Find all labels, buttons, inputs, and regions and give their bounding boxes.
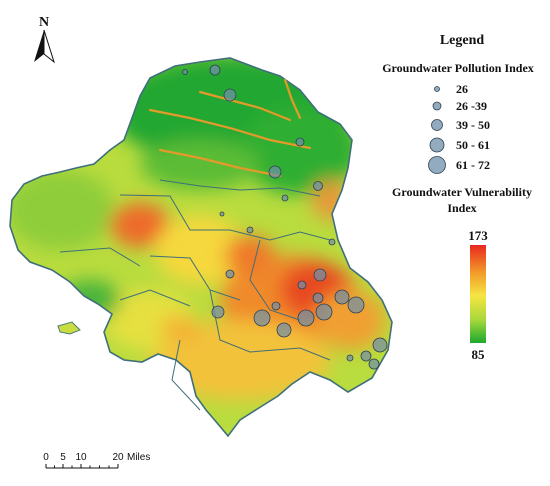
north-arrow: N	[34, 15, 55, 64]
rivers	[148, 78, 312, 178]
vulnerability-color-ramp	[470, 245, 486, 343]
pollution-point[interactable]	[182, 69, 188, 75]
pollution-point[interactable]	[312, 292, 324, 304]
pollution-class-symbol	[428, 156, 446, 174]
pollution-point[interactable]	[209, 64, 221, 76]
vulnerability-min-label: 85	[472, 347, 486, 362]
pollution-class-label: 61 - 72	[456, 158, 490, 172]
pollution-point[interactable]	[334, 289, 350, 305]
pollution-class-label: 39 - 50	[456, 118, 490, 132]
scale-tick-label: 10	[75, 452, 87, 463]
pollution-point[interactable]	[276, 322, 292, 338]
pollution-point[interactable]	[372, 337, 388, 353]
pollution-index-heading: Groundwater Pollution Index	[382, 61, 534, 75]
pollution-point[interactable]	[268, 165, 282, 179]
vulnerability-index-heading-line2: Index	[447, 201, 476, 215]
pollution-legend-symbols	[428, 86, 446, 174]
vulnerability-surface	[10, 58, 392, 436]
pollution-class-label: 50 - 61	[456, 138, 490, 152]
legend: Legend Groundwater Pollution Index 26 26…	[382, 33, 534, 362]
pollution-class-symbol	[434, 86, 440, 92]
pollution-point[interactable]	[328, 238, 336, 246]
scale-bar: 0 5 10 20 Miles	[43, 452, 150, 469]
pollution-point[interactable]	[297, 309, 315, 327]
scale-tick-label: 5	[60, 452, 66, 463]
pollution-point[interactable]	[223, 88, 237, 102]
pollution-class-label: 26 -39	[456, 99, 487, 113]
pollution-class-symbol	[432, 101, 442, 111]
pollution-point[interactable]	[368, 358, 380, 370]
pollution-point[interactable]	[281, 194, 289, 202]
north-label: N	[39, 15, 49, 30]
scale-bar-line	[45, 464, 119, 469]
pollution-point[interactable]	[313, 181, 323, 191]
scale-tick-label: 0	[43, 452, 49, 463]
land-boundary	[9, 57, 393, 438]
vulnerability-max-label: 173	[468, 228, 488, 243]
pollution-point[interactable]	[295, 137, 305, 147]
pollution-point[interactable]	[253, 309, 271, 327]
pollution-point[interactable]	[313, 268, 327, 282]
pollution-point[interactable]	[360, 350, 372, 362]
pollution-point[interactable]	[225, 269, 235, 279]
vulnerability-index-heading: Groundwater Vulnerability	[392, 185, 532, 199]
pollution-class-symbol	[429, 137, 445, 153]
scale-unit-label: Miles	[127, 452, 150, 463]
pollution-point[interactable]	[211, 305, 225, 319]
legend-title: Legend	[440, 33, 485, 48]
pollution-point[interactable]	[271, 301, 281, 311]
scale-tick-label: 20	[112, 452, 124, 463]
pollution-points	[182, 64, 388, 370]
offshore-island	[57, 321, 81, 335]
pollution-class-symbol	[431, 119, 443, 131]
pollution-point[interactable]	[297, 280, 307, 290]
pollution-point[interactable]	[347, 296, 365, 314]
pollution-point[interactable]	[315, 303, 333, 321]
pollution-class-label: 26	[456, 82, 468, 96]
pollution-point[interactable]	[346, 354, 354, 362]
pollution-point[interactable]	[246, 226, 254, 234]
admin-boundaries	[59, 179, 331, 411]
pollution-point[interactable]	[219, 211, 225, 217]
